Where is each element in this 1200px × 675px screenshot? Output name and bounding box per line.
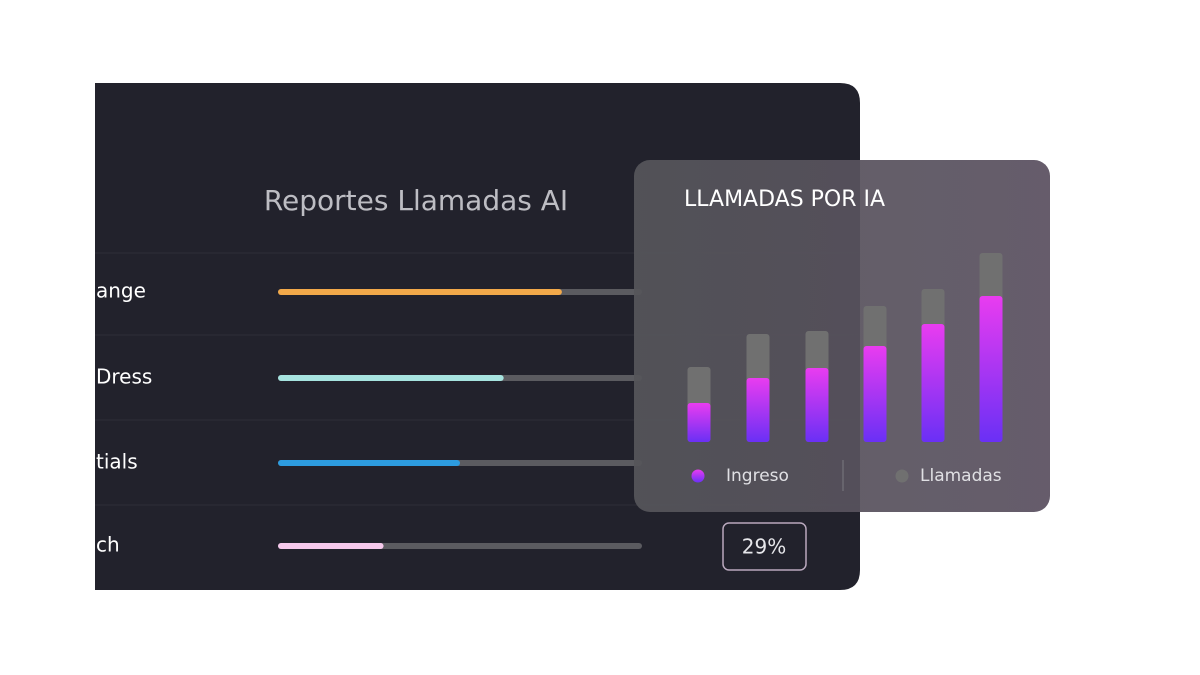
progress-bar bbox=[278, 460, 460, 466]
legend-label: Llamadas bbox=[920, 466, 1002, 486]
bar bbox=[805, 368, 829, 442]
legend-label: Ingreso bbox=[726, 466, 789, 486]
bar bbox=[921, 324, 945, 442]
bar bbox=[687, 403, 711, 442]
percent-badge bbox=[722, 522, 807, 571]
row-label: ange bbox=[96, 279, 146, 303]
legend-swatch bbox=[691, 469, 705, 483]
row-label: ch bbox=[96, 533, 120, 557]
progress-bar bbox=[278, 289, 562, 295]
progress-bar bbox=[278, 543, 384, 549]
progress-bar bbox=[278, 375, 504, 381]
chart-title: LLAMADAS POR IA bbox=[684, 187, 885, 212]
bar bbox=[863, 346, 887, 442]
report-title: Reportes Llamadas AI bbox=[264, 184, 568, 217]
bar bbox=[979, 296, 1003, 442]
row-label: Dress bbox=[96, 365, 152, 389]
row-label: tials bbox=[96, 450, 138, 474]
chart-card bbox=[634, 160, 1050, 512]
percent-text: 29% bbox=[742, 535, 786, 559]
legend-swatch bbox=[895, 469, 909, 483]
bar bbox=[746, 378, 770, 442]
